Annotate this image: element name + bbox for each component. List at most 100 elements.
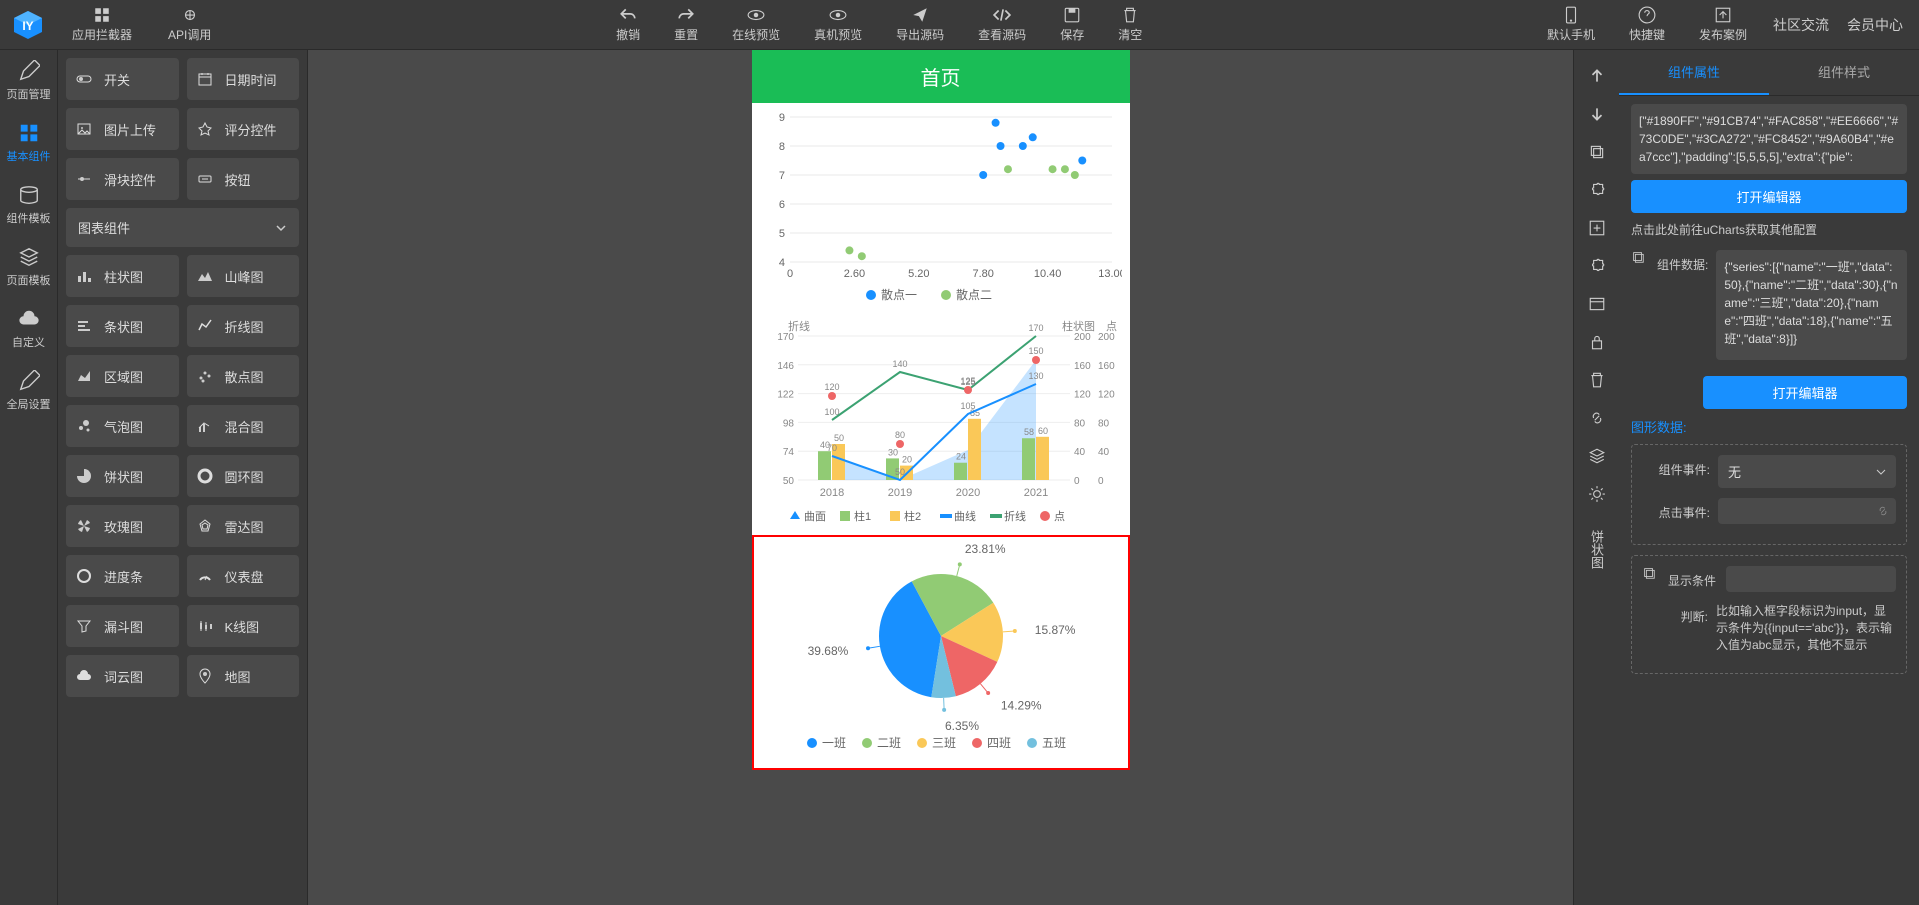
phone-preview: 首页 45678902.605.207.8010.4013.00散点一散点二 5… xyxy=(752,50,1130,770)
show-condition-input[interactable] xyxy=(1726,566,1896,592)
comp-slider[interactable]: 滑块控件 xyxy=(66,158,179,200)
topbar-send[interactable]: 导出源码 xyxy=(888,6,952,43)
ucharts-hint[interactable]: 点击此处前往uCharts获取其他配置 xyxy=(1631,221,1907,238)
svg-text:125: 125 xyxy=(960,376,975,386)
comp-candle[interactable]: K线图 xyxy=(187,605,300,647)
rt-clip[interactable] xyxy=(1587,294,1607,314)
copy-icon[interactable] xyxy=(1642,566,1656,580)
topbar-eye[interactable]: 在线预览 xyxy=(724,6,788,43)
canvas[interactable]: 首页 45678902.605.207.8010.4013.00散点一散点二 5… xyxy=(308,50,1573,905)
leftnav-db[interactable]: 组件模板 xyxy=(0,174,57,236)
svg-text:70: 70 xyxy=(826,443,836,453)
open-editor-button-1[interactable]: 打开编辑器 xyxy=(1631,180,1907,213)
comp-radar[interactable]: 雷达图 xyxy=(187,505,300,547)
comp-area[interactable]: 区域图 xyxy=(66,355,179,397)
comp-cloud[interactable]: 词云图 xyxy=(66,655,179,697)
comp-image[interactable]: 图片上传 xyxy=(66,108,179,150)
leftnav-edit[interactable]: 全局设置 xyxy=(0,360,57,422)
pie-chart[interactable]: 39.68%23.81%15.87%14.29%6.35%一班二班三班四班五班 xyxy=(752,535,1130,770)
rt-gear[interactable] xyxy=(1587,484,1607,504)
svg-text:120: 120 xyxy=(1098,390,1115,401)
comp-mountain[interactable]: 山峰图 xyxy=(187,255,300,297)
rt-puzzle[interactable] xyxy=(1587,256,1607,276)
rt-copy[interactable] xyxy=(1587,142,1607,162)
leftnav-layers[interactable]: 页面模板 xyxy=(0,236,57,298)
mix-chart[interactable]: 5074981221461700040408080120120160160200… xyxy=(752,314,1130,535)
topbar-help[interactable]: 快捷键 xyxy=(1621,6,1673,43)
svg-text:160: 160 xyxy=(1074,361,1091,372)
prop-tab-0[interactable]: 组件属性 xyxy=(1619,50,1769,95)
svg-text:2021: 2021 xyxy=(1023,487,1047,499)
config-code[interactable]: ["#1890FF","#91CB74","#FAC858","#EE6666"… xyxy=(1631,104,1907,174)
comp-progress[interactable]: 进度条 xyxy=(66,555,179,597)
comp-pie[interactable]: 饼状图 xyxy=(66,455,179,497)
svg-text:40: 40 xyxy=(1098,447,1110,458)
topbar-undo[interactable]: 撤销 xyxy=(608,6,648,43)
comp-rose[interactable]: 玫瑰图 xyxy=(66,505,179,547)
open-editor-button-2[interactable]: 打开编辑器 xyxy=(1703,376,1907,409)
top-link[interactable]: 社区交流 xyxy=(1773,15,1829,35)
svg-text:98: 98 xyxy=(782,418,794,429)
svg-text:50: 50 xyxy=(894,467,904,477)
svg-text:20: 20 xyxy=(901,455,911,465)
topbar-api[interactable]: API调用 xyxy=(160,6,219,43)
prop-tab-1[interactable]: 组件样式 xyxy=(1769,50,1919,95)
comp-button[interactable]: 按钮 xyxy=(187,158,300,200)
data-code[interactable]: {"series":[{"name":"一班","data":50},{"nam… xyxy=(1716,250,1907,360)
topbar-trash[interactable]: 清空 xyxy=(1110,6,1150,43)
comp-bubble[interactable]: 气泡图 xyxy=(66,405,179,447)
left-nav: 页面管理基本组件组件模板页面模板自定义全局设置 xyxy=(0,50,58,905)
svg-text:170: 170 xyxy=(1028,323,1043,333)
comp-hbar[interactable]: 条状图 xyxy=(66,305,179,347)
comp-mix[interactable]: 混合图 xyxy=(187,405,300,447)
svg-text:2019: 2019 xyxy=(887,487,911,499)
topbar-publish[interactable]: 发布案例 xyxy=(1691,6,1755,43)
rt-lock[interactable] xyxy=(1587,332,1607,352)
rt-up[interactable] xyxy=(1587,66,1607,86)
rt-puzzle[interactable] xyxy=(1587,180,1607,200)
leftnav-cloud[interactable]: 自定义 xyxy=(0,298,57,360)
comp-calendar[interactable]: 日期时间 xyxy=(187,58,300,100)
svg-text:24: 24 xyxy=(955,452,965,462)
comp-scatter[interactable]: 散点图 xyxy=(187,355,300,397)
rt-trash[interactable] xyxy=(1587,370,1607,390)
scatter-chart[interactable]: 45678902.605.207.8010.4013.00散点一散点二 xyxy=(752,103,1130,314)
topbar-grid[interactable]: 应用拦截器 xyxy=(64,6,140,43)
comp-ring[interactable]: 圆环图 xyxy=(187,455,300,497)
comp-map[interactable]: 地图 xyxy=(187,655,300,697)
copy-icon[interactable] xyxy=(1631,250,1645,264)
event-select[interactable]: 无 xyxy=(1718,455,1896,488)
topbar-save[interactable]: 保存 xyxy=(1052,6,1092,43)
comp-gauge[interactable]: 仪表盘 xyxy=(187,555,300,597)
svg-text:140: 140 xyxy=(892,359,907,369)
chart-section-header[interactable]: 图表组件 xyxy=(66,208,299,247)
rt-link[interactable] xyxy=(1587,408,1607,428)
svg-text:40: 40 xyxy=(1074,447,1086,458)
rt-down[interactable] xyxy=(1587,104,1607,124)
top-link[interactable]: 会员中心 xyxy=(1847,15,1903,35)
svg-text:柱状图: 柱状图 xyxy=(1062,319,1095,333)
topbar-eye[interactable]: 真机预览 xyxy=(806,6,870,43)
comp-star[interactable]: 评分控件 xyxy=(187,108,300,150)
judge-hint: 比如输入框字段标识为input，显示条件为{{input=='abc'}}，表示… xyxy=(1716,602,1896,653)
topbar-phone[interactable]: 默认手机 xyxy=(1539,6,1603,43)
click-event-input[interactable] xyxy=(1718,498,1896,524)
svg-text:二班: 二班 xyxy=(877,736,901,750)
comp-bar[interactable]: 柱状图 xyxy=(66,255,179,297)
svg-text:0: 0 xyxy=(1074,476,1080,487)
svg-text:14.29%: 14.29% xyxy=(1000,698,1041,712)
leftnav-edit[interactable]: 页面管理 xyxy=(0,50,57,112)
topbar-redo[interactable]: 重置 xyxy=(666,6,706,43)
svg-text:30: 30 xyxy=(887,447,897,457)
rt-stack[interactable] xyxy=(1587,446,1607,466)
comp-funnel[interactable]: 漏斗图 xyxy=(66,605,179,647)
link-icon[interactable] xyxy=(1876,504,1890,518)
chart-section-label: 图表组件 xyxy=(78,218,130,237)
rt-plus[interactable] xyxy=(1587,218,1607,238)
topbar-code[interactable]: 查看源码 xyxy=(970,6,1034,43)
comp-line[interactable]: 折线图 xyxy=(187,305,300,347)
svg-text:7: 7 xyxy=(778,170,784,182)
comp-toggle[interactable]: 开关 xyxy=(66,58,179,100)
svg-text:10.40: 10.40 xyxy=(1033,268,1061,280)
leftnav-grid[interactable]: 基本组件 xyxy=(0,112,57,174)
